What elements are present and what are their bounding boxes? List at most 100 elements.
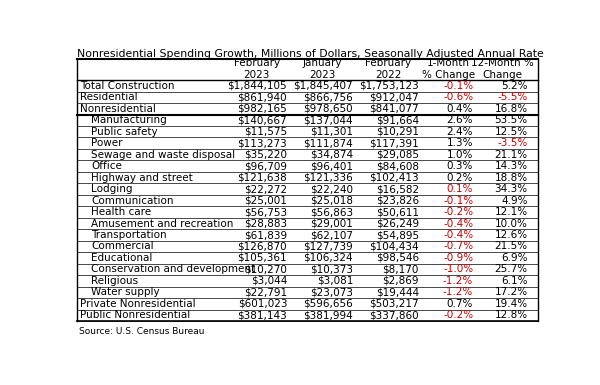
Text: 12.8%: 12.8% — [494, 310, 527, 320]
Text: $337,860: $337,860 — [369, 310, 419, 320]
Text: $503,217: $503,217 — [369, 299, 419, 309]
Text: Power: Power — [91, 138, 123, 148]
Text: Public safety: Public safety — [91, 127, 158, 137]
Text: $10,270: $10,270 — [244, 264, 287, 275]
Text: -0.9%: -0.9% — [443, 253, 473, 263]
Text: Water supply: Water supply — [91, 287, 160, 297]
Text: 10.0%: 10.0% — [494, 219, 527, 229]
Text: 1-Month
% Change: 1-Month % Change — [422, 59, 475, 80]
Text: Lodging: Lodging — [91, 184, 133, 194]
Text: Source: U.S. Census Bureau: Source: U.S. Census Bureau — [79, 327, 205, 336]
Text: 1.3%: 1.3% — [447, 138, 473, 148]
Text: 12.5%: 12.5% — [494, 127, 527, 137]
Text: 12.6%: 12.6% — [494, 230, 527, 240]
Text: $978,650: $978,650 — [304, 104, 353, 114]
Text: -3.5%: -3.5% — [497, 138, 527, 148]
Text: Total Construction: Total Construction — [80, 81, 174, 91]
Text: $91,664: $91,664 — [376, 115, 419, 125]
Text: $22,272: $22,272 — [244, 184, 287, 194]
Text: $10,373: $10,373 — [310, 264, 353, 275]
Text: 0.4%: 0.4% — [447, 104, 473, 114]
Text: $11,301: $11,301 — [310, 127, 353, 137]
Text: Health care: Health care — [91, 207, 151, 217]
Text: 34.3%: 34.3% — [494, 184, 527, 194]
Text: -0.4%: -0.4% — [443, 219, 473, 229]
Text: January
2023: January 2023 — [303, 59, 342, 80]
Text: $22,240: $22,240 — [310, 184, 353, 194]
Text: -0.4%: -0.4% — [443, 230, 473, 240]
Text: $8,170: $8,170 — [383, 264, 419, 275]
Text: $127,739: $127,739 — [304, 241, 353, 251]
Text: 21.5%: 21.5% — [494, 241, 527, 251]
Text: $25,018: $25,018 — [310, 196, 353, 206]
Text: Educational: Educational — [91, 253, 152, 263]
Text: 12.1%: 12.1% — [494, 207, 527, 217]
Text: -0.1%: -0.1% — [443, 196, 473, 206]
Text: $596,656: $596,656 — [304, 299, 353, 309]
Text: Transportation: Transportation — [91, 230, 167, 240]
Text: 6.1%: 6.1% — [501, 276, 527, 286]
Text: -0.7%: -0.7% — [443, 241, 473, 251]
Text: 0.3%: 0.3% — [447, 161, 473, 171]
Text: 19.4%: 19.4% — [494, 299, 527, 309]
Text: $3,081: $3,081 — [317, 276, 353, 286]
Text: 14.3%: 14.3% — [494, 161, 527, 171]
Text: $23,073: $23,073 — [310, 287, 353, 297]
Text: 17.2%: 17.2% — [494, 287, 527, 297]
Text: $117,391: $117,391 — [369, 138, 419, 148]
Text: February
2023: February 2023 — [233, 59, 280, 80]
Text: $96,709: $96,709 — [244, 161, 287, 171]
Text: $26,249: $26,249 — [376, 219, 419, 229]
Text: $1,845,407: $1,845,407 — [293, 81, 353, 91]
Text: 25.7%: 25.7% — [494, 264, 527, 275]
Text: $601,023: $601,023 — [238, 299, 287, 309]
Text: 2.4%: 2.4% — [447, 127, 473, 137]
Text: $1,844,105: $1,844,105 — [227, 81, 287, 91]
Text: $98,546: $98,546 — [376, 253, 419, 263]
Text: $3,044: $3,044 — [251, 276, 287, 286]
Text: -1.2%: -1.2% — [443, 276, 473, 286]
Text: Conservation and development: Conservation and development — [91, 264, 256, 275]
Text: $54,895: $54,895 — [376, 230, 419, 240]
Text: Communication: Communication — [91, 196, 174, 206]
Text: 21.1%: 21.1% — [494, 150, 527, 160]
Text: Office: Office — [91, 161, 122, 171]
Text: -5.5%: -5.5% — [497, 92, 527, 102]
Text: $28,883: $28,883 — [244, 219, 287, 229]
Text: $105,361: $105,361 — [238, 253, 287, 263]
Text: -0.6%: -0.6% — [443, 92, 473, 102]
Text: $11,575: $11,575 — [244, 127, 287, 137]
Text: 2.6%: 2.6% — [447, 115, 473, 125]
Text: $381,994: $381,994 — [304, 310, 353, 320]
Text: $16,582: $16,582 — [376, 184, 419, 194]
Text: $102,413: $102,413 — [369, 172, 419, 182]
Text: $861,940: $861,940 — [238, 92, 287, 102]
Text: 5.2%: 5.2% — [501, 81, 527, 91]
Text: $111,874: $111,874 — [304, 138, 353, 148]
Text: $29,085: $29,085 — [376, 150, 419, 160]
Text: $61,839: $61,839 — [244, 230, 287, 240]
Text: $1,753,123: $1,753,123 — [359, 81, 419, 91]
Text: $29,001: $29,001 — [310, 219, 353, 229]
Text: -1.2%: -1.2% — [443, 287, 473, 297]
Text: $25,001: $25,001 — [244, 196, 287, 206]
Text: Nonresidential Spending Growth, Millions of Dollars, Seasonally Adjusted Annual : Nonresidential Spending Growth, Millions… — [77, 49, 544, 59]
Text: Religious: Religious — [91, 276, 139, 286]
Text: $50,611: $50,611 — [376, 207, 419, 217]
Text: $381,143: $381,143 — [238, 310, 287, 320]
Text: Public Nonresidential: Public Nonresidential — [80, 310, 190, 320]
Text: Sewage and waste disposal: Sewage and waste disposal — [91, 150, 235, 160]
Text: $56,863: $56,863 — [310, 207, 353, 217]
Text: $841,077: $841,077 — [369, 104, 419, 114]
Text: Manufacturing: Manufacturing — [91, 115, 167, 125]
Text: 0.2%: 0.2% — [447, 172, 473, 182]
Text: -0.2%: -0.2% — [443, 310, 473, 320]
Text: 0.1%: 0.1% — [447, 184, 473, 194]
Text: $84,608: $84,608 — [376, 161, 419, 171]
Text: $22,791: $22,791 — [244, 287, 287, 297]
Text: $137,044: $137,044 — [304, 115, 353, 125]
Text: $62,107: $62,107 — [310, 230, 353, 240]
Text: 16.8%: 16.8% — [494, 104, 527, 114]
Text: $10,291: $10,291 — [376, 127, 419, 137]
Text: $121,638: $121,638 — [238, 172, 287, 182]
